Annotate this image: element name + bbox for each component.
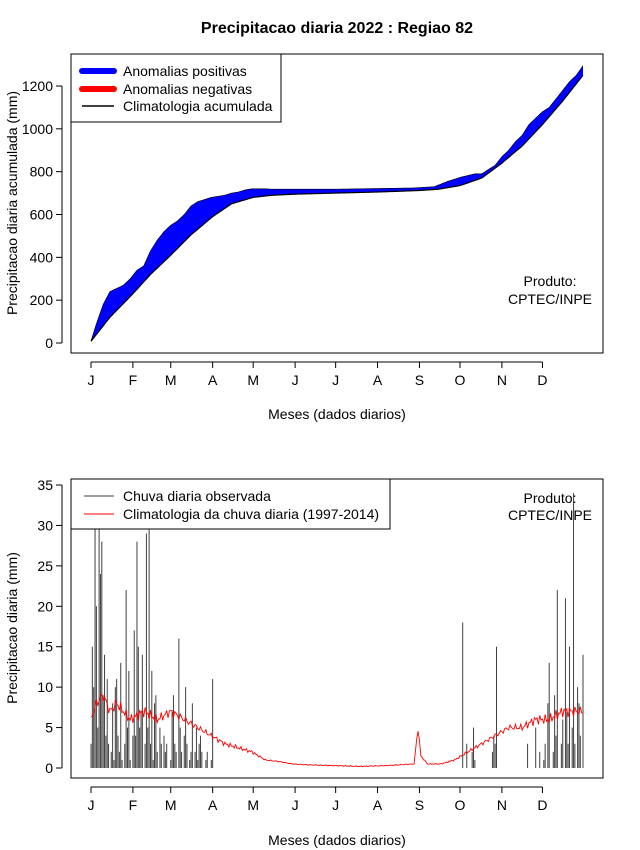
bottom-y-tick-label: 25 <box>37 558 53 574</box>
bottom-climatology-layer <box>90 692 584 768</box>
bottom-x-tick-label: A <box>373 797 383 813</box>
climatology-accumulated-line <box>90 74 584 342</box>
top-y-tick-label: 0 <box>45 335 53 351</box>
top-x-tick-label: S <box>415 372 424 388</box>
bottom-legend-box <box>70 478 391 530</box>
bottom-x-tick-label: F <box>129 797 138 813</box>
bottom-x-tick-label: D <box>537 797 547 813</box>
top-x-tick-label: F <box>129 372 138 388</box>
top-annotation-line-1: Produto: <box>524 273 577 289</box>
top-x-tick-label: J <box>292 372 299 388</box>
bottom-x-tick-label: N <box>497 797 507 813</box>
top-x-tick-label: J <box>332 372 339 388</box>
bottom-annotation-line-2: CPTEC/INPE <box>508 507 592 523</box>
observed-accumulated-line <box>90 65 584 341</box>
legend-entry-climatology: Climatologia acumulada <box>123 98 273 114</box>
bottom-chart-panel: 0 5 10 15 20 25 30 35 J F M A M J J A S O N D Meses (dados… <box>4 477 604 848</box>
bottom-y-tick-label: 10 <box>37 679 53 695</box>
bottom-x-tick-label: A <box>208 797 218 813</box>
legend-entry-daily-climatology: Climatologia da chuva diaria (1997-2014) <box>123 506 379 522</box>
top-x-axis-label: Meses (dados diarios) <box>268 406 406 422</box>
top-y-tick-label: 800 <box>30 164 54 180</box>
legend-entry-positive: Anomalias positivas <box>123 63 247 79</box>
bottom-bars-layer <box>90 493 584 768</box>
bottom-legend: Chuva diaria observada Climatologia da c… <box>70 478 391 530</box>
bottom-y-axis: 0 5 10 15 20 25 30 35 <box>37 477 63 776</box>
top-legend: Anomalias positivas Anomalias negativas … <box>70 53 282 123</box>
top-x-tick-label: O <box>455 372 466 388</box>
bottom-y-tick-label: 5 <box>45 720 53 736</box>
chart-title: Precipitacao diaria 2022 : Regiao 82 <box>201 20 473 37</box>
top-y-tick-label: 400 <box>30 249 54 265</box>
bottom-x-tick-label: J <box>332 797 339 813</box>
top-plot-frame <box>70 53 604 354</box>
top-y-tick-label: 1200 <box>22 78 53 94</box>
top-x-tick-label: N <box>497 372 507 388</box>
bottom-x-tick-label: M <box>165 797 177 813</box>
top-y-tick-label: 600 <box>30 207 54 223</box>
top-y-tick-label: 200 <box>30 292 54 308</box>
legend-entry-negative: Anomalias negativas <box>123 81 252 97</box>
bottom-y-tick-label: 30 <box>37 517 53 533</box>
top-chart-panel: 0 200 400 600 800 1000 1200 J F M A M J J A S O N D Meses… <box>4 53 604 422</box>
top-x-tick-label: D <box>537 372 547 388</box>
top-y-axis: 0 200 400 600 800 1000 1200 <box>22 78 63 351</box>
top-x-tick-label: J <box>88 372 95 388</box>
bottom-y-tick-label: 20 <box>37 598 53 614</box>
bottom-x-tick-label: J <box>292 797 299 813</box>
top-x-tick-label: A <box>373 372 383 388</box>
bottom-x-axis-label: Meses (dados diarios) <box>268 832 406 848</box>
top-area-layer <box>90 65 584 342</box>
bottom-y-tick-label: 35 <box>37 477 53 493</box>
top-x-tick-label: A <box>208 372 218 388</box>
bottom-y-axis-label: Precipitacao diaria (mm) <box>4 552 20 704</box>
bottom-annotation-line-1: Produto: <box>524 490 577 506</box>
legend-entry-observed: Chuva diaria observada <box>123 488 271 504</box>
bottom-y-tick-label: 15 <box>37 639 53 655</box>
top-x-tick-label: M <box>247 372 259 388</box>
top-y-tick-label: 1000 <box>22 121 53 137</box>
top-annotation-line-2: CPTEC/INPE <box>508 291 592 307</box>
bottom-x-tick-label: J <box>88 797 95 813</box>
bottom-x-tick-label: O <box>455 797 466 813</box>
bottom-x-tick-label: S <box>415 797 424 813</box>
bottom-x-tick-label: M <box>247 797 259 813</box>
top-y-axis-label: Precipitacao diaria acumulada (mm) <box>4 91 20 315</box>
daily-climatology-line <box>90 692 584 768</box>
bottom-y-tick-label: 0 <box>45 760 53 776</box>
top-x-tick-label: M <box>165 372 177 388</box>
